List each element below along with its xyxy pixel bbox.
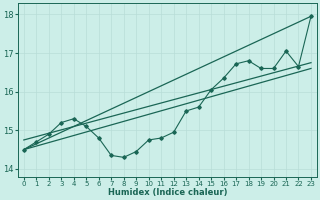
X-axis label: Humidex (Indice chaleur): Humidex (Indice chaleur)	[108, 188, 227, 197]
